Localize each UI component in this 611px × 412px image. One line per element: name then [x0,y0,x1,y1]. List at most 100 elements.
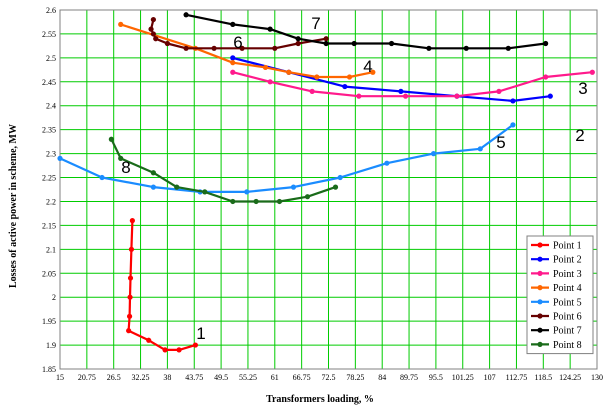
legend-swatch-marker [537,299,543,305]
x-tick-label: 66.75 [293,373,311,382]
legend-item: Point 5 [531,297,582,308]
data-point [183,45,189,51]
data-point [304,194,311,200]
data-point [547,93,553,99]
series-1 [126,218,199,353]
series-line [110,138,336,203]
data-point [129,218,135,224]
series-number-label: 1 [196,324,205,343]
data-point [126,313,133,319]
data-point [99,174,105,181]
data-point [430,151,437,157]
data-point [192,342,199,348]
data-point [398,88,404,94]
legend-label: Point 7 [553,326,582,337]
series-layer [57,12,595,353]
x-tick-label: 130 [591,373,603,382]
data-point [108,136,114,142]
data-point [454,93,460,99]
data-point [267,79,273,85]
x-tick-label: 61 [271,373,279,382]
data-point [510,122,516,128]
legend-label: Point 5 [553,297,582,308]
x-tick-label: 32.25 [132,373,150,382]
data-point [174,184,180,190]
data-point [276,198,283,205]
data-point [118,155,124,161]
y-tick-label: 1.9 [46,341,56,350]
data-point [164,40,170,47]
series-number-label: 2 [575,126,584,145]
y-tick-label: 2 [52,293,56,302]
data-point [384,160,390,166]
x-tick-label: 49.5 [214,373,228,382]
data-point [230,60,236,66]
y-tick-label: 2.55 [42,30,56,39]
legend-item: Point 3 [531,269,582,280]
series-number-label: 8 [121,158,130,177]
y-tick-label: 2.05 [42,269,56,278]
data-point [146,337,152,343]
series-number-label: 6 [233,33,242,52]
y-tick-label: 2.2 [46,197,56,206]
y-tick-label: 2.5 [46,54,56,63]
data-point [183,12,189,18]
data-point [148,26,154,32]
data-point [127,294,133,300]
y-tick-label: 2.1 [46,245,56,254]
data-point [150,170,156,176]
x-tick-label: 43.75 [185,373,203,382]
x-tick-label: 84 [378,373,386,382]
data-point [295,40,301,47]
data-point [290,184,297,190]
data-point [332,184,339,190]
series-number-label: 4 [363,57,372,76]
legend-label: Point 3 [553,269,582,280]
data-point [337,174,343,181]
y-tick-label: 2.6 [46,6,56,15]
series-number-label: 3 [578,79,587,98]
data-point [230,55,236,61]
y-tick-label: 2.4 [46,102,56,111]
series-number-label: 7 [311,14,320,33]
data-point [589,69,595,75]
data-point [505,45,511,51]
data-point [388,40,395,47]
y-tick-label: 2.25 [42,174,56,183]
data-point [127,275,134,281]
data-point [510,98,516,104]
data-point [230,198,236,205]
data-point [267,26,273,32]
series-3 [230,69,595,99]
data-point [286,69,292,75]
data-point [543,74,549,80]
x-tick-label: 118.5 [534,373,552,382]
data-point [309,88,315,94]
data-point [426,45,432,51]
legend-swatch-marker [537,270,543,276]
legend-box [526,235,594,355]
plot-frame [59,9,598,370]
data-point [272,45,278,51]
y-tick-label: 1.95 [42,317,56,326]
x-tick-label: 20.75 [78,373,96,382]
legend-swatch-marker [537,285,543,291]
data-point [244,189,250,195]
legend-item: Point 1 [531,241,582,252]
data-point [150,184,156,190]
legend-swatch-marker [537,242,543,248]
data-point [262,64,269,71]
data-point [477,146,483,152]
legend-label: Point 6 [553,312,582,323]
x-tick-label: 78.25 [346,373,364,382]
x-tick-label: 124.25 [559,373,581,382]
legend-swatch-marker [537,327,543,333]
data-point [323,40,329,47]
legend-item: Point 7 [531,326,582,337]
data-point [314,74,320,80]
series-7 [183,12,549,51]
y-tick-label: 2.45 [42,78,56,87]
data-point [162,347,168,353]
data-point [153,36,159,42]
